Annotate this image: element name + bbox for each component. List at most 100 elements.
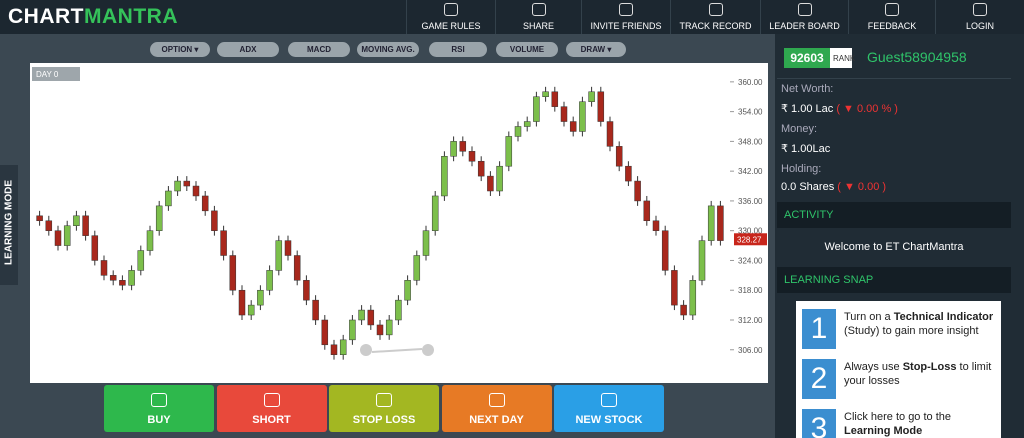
learning-mode-tab[interactable]: LEARNING MODE <box>0 165 18 285</box>
candle-body <box>579 101 586 132</box>
y-tick-label: 324.00 <box>738 256 763 265</box>
candle-body <box>514 126 522 137</box>
candle-body <box>615 146 623 167</box>
candle-body <box>606 121 614 147</box>
candle-body <box>275 240 283 271</box>
candle-body <box>119 280 126 286</box>
nav-item[interactable]: INVITE FRIENDS <box>581 0 670 34</box>
label: Money: <box>781 123 818 135</box>
candle-body <box>330 344 338 355</box>
logo-part: MANTRA <box>84 5 178 28</box>
candle-body <box>109 275 117 281</box>
section-header: LEARNING SNAP <box>777 267 1011 293</box>
snap-text-part: Learning Mode <box>844 425 923 437</box>
candle-body <box>597 91 605 122</box>
nav-item[interactable]: TRACK RECORD <box>670 0 760 34</box>
toolbar-button[interactable]: RSI <box>429 42 487 57</box>
label: Net Worth: <box>781 83 834 95</box>
candle-body <box>542 91 549 97</box>
candle-body <box>551 91 559 107</box>
side-panel: 92603 RANK Guest58904958 Net Worth: ₹ 1.… <box>775 34 1024 438</box>
candle-body <box>128 270 135 286</box>
candle-body <box>303 280 310 301</box>
candle-body <box>367 309 375 326</box>
candle-body <box>82 215 89 236</box>
toolbar-label: ADX <box>239 45 257 54</box>
nav-item[interactable]: LEADER BOARD <box>760 0 848 34</box>
nav-icon <box>797 3 812 16</box>
learning-snap-card: 1 Turn on a Technical Indicator (Study) t… <box>796 301 1001 438</box>
candle-body <box>36 215 43 222</box>
candle-body <box>385 319 393 336</box>
candle-body <box>146 230 154 251</box>
candle-body <box>560 106 568 122</box>
snap-text[interactable]: Always use Stop-Loss to limit your losse… <box>844 360 998 388</box>
candle-body <box>349 319 356 341</box>
candle-body <box>229 255 237 291</box>
value: ₹ 1.00 Lac <box>781 103 834 115</box>
candle-body <box>238 289 246 316</box>
snap-text-part: Technical Indicator <box>893 311 994 323</box>
candle-body <box>441 156 448 197</box>
candle-body <box>201 195 209 212</box>
candle-body <box>192 185 200 197</box>
candle-body <box>100 260 108 276</box>
candle-body <box>652 220 660 231</box>
candle-body <box>569 121 577 132</box>
y-tick-label: 354.00 <box>738 108 763 117</box>
y-tick-label: 336.00 <box>738 197 763 206</box>
candle-body <box>54 230 62 246</box>
toolbar-button[interactable]: MACD <box>288 42 350 57</box>
day-label: DAY 0 <box>36 70 59 79</box>
candle-body <box>137 250 145 271</box>
toolbar-label: MOVING AVG. <box>361 45 415 54</box>
action-button[interactable]: NEXT DAY <box>441 385 552 432</box>
nav-item[interactable]: SHARE <box>495 0 581 34</box>
zoom-out[interactable] <box>360 344 372 356</box>
zoom-in[interactable] <box>422 344 434 356</box>
change: ( ▼ 0.00 ) <box>837 181 887 193</box>
snap-text-part: Stop-Loss <box>902 361 957 373</box>
action-button[interactable]: SHORT <box>216 385 327 432</box>
nav-item[interactable]: LOGIN <box>935 0 1024 34</box>
toolbar-button[interactable]: VOLUME <box>496 42 558 57</box>
action-button[interactable]: STOP LOSS <box>329 385 439 432</box>
last-price-label: 328.27 <box>737 235 762 244</box>
toolbar-label: VOLUME <box>509 45 545 54</box>
snap-text[interactable]: Turn on a Technical Indicator (Study) to… <box>844 310 998 338</box>
candle-body <box>45 220 53 231</box>
zoom-track <box>371 348 423 353</box>
y-tick-label: 342.00 <box>738 167 763 176</box>
nav-item[interactable]: GAME RULES <box>406 0 495 34</box>
toolbar-button[interactable]: MOVING AVG. <box>357 42 419 57</box>
logo[interactable]: CHARTMANTRA <box>8 5 178 29</box>
snap-number: 1 <box>802 309 836 349</box>
candle-body <box>643 200 651 222</box>
toolbar-button[interactable]: ADX <box>217 42 279 57</box>
toolbar-button[interactable]: OPTION ▾ <box>150 42 210 57</box>
action-button[interactable]: BUY <box>104 385 214 432</box>
candle-body <box>533 96 540 122</box>
toolbar-label: DRAW <box>580 45 606 54</box>
action-icon <box>601 393 617 407</box>
rank-value: 92603 <box>784 48 830 68</box>
candle-body <box>523 121 531 127</box>
nav-icon <box>973 3 987 16</box>
y-tick-label: 360.00 <box>738 78 763 87</box>
candle-body <box>404 280 411 301</box>
candle-body <box>312 299 319 321</box>
action-button[interactable]: NEW STOCK <box>554 385 664 432</box>
nav-icon <box>619 3 633 16</box>
candle-body <box>680 304 687 316</box>
candle-body <box>661 230 669 271</box>
snap-text-part: Always use <box>844 361 903 373</box>
last-price-badge <box>734 233 767 246</box>
candle-body <box>413 255 421 281</box>
label: Holding: <box>781 163 822 175</box>
toolbar-button[interactable]: DRAW ▾ <box>566 42 626 57</box>
y-tick-label: 306.00 <box>738 346 763 355</box>
candle-body <box>487 175 494 192</box>
snap-text[interactable]: Click here to go to the Learning Mode <box>844 410 998 438</box>
nav-item[interactable]: FEEDBACK <box>848 0 935 34</box>
candle-body <box>477 160 485 177</box>
